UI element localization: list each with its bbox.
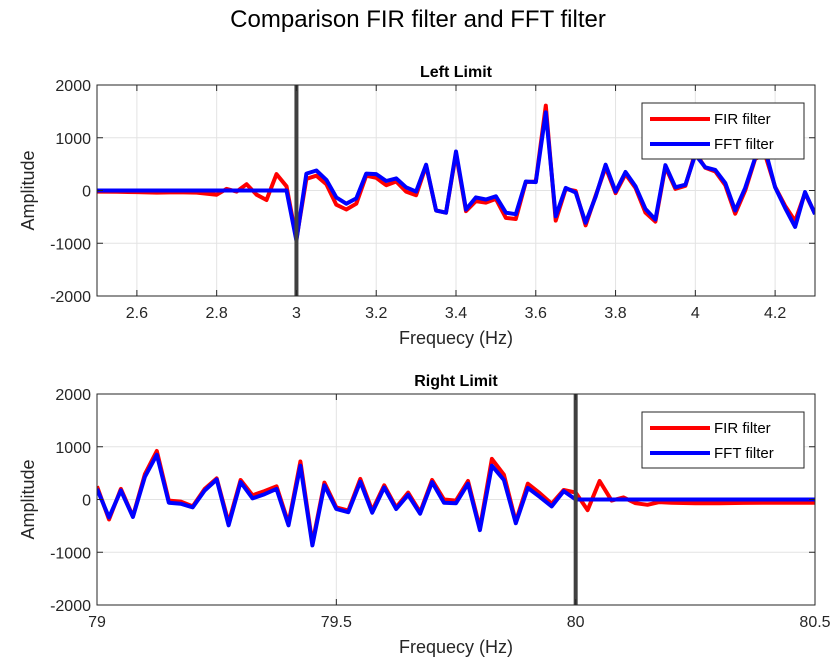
legend-box bbox=[641, 411, 805, 469]
x-tick-label: 79 bbox=[88, 614, 106, 631]
y-tick-label: -1000 bbox=[50, 236, 91, 253]
y-tick-label: -2000 bbox=[50, 598, 91, 615]
y-tick-label: 0 bbox=[82, 184, 91, 201]
fft-filter-line bbox=[97, 110, 815, 243]
x-tick-label: 4 bbox=[691, 305, 700, 322]
fft-filter-line bbox=[97, 452, 815, 548]
figure-title: Comparison FIR filter and FFT filter bbox=[230, 6, 606, 33]
y-tick-label: 2000 bbox=[55, 78, 91, 95]
x-tick-label: 3.6 bbox=[525, 305, 547, 322]
subplot-title: Left Limit bbox=[420, 64, 493, 81]
x-tick-label: 80.5 bbox=[799, 614, 830, 631]
x-tick-label: 2.6 bbox=[126, 305, 148, 322]
x-axis-label: Frequecy (Hz) bbox=[399, 328, 513, 348]
subplot-title: Right Limit bbox=[414, 373, 498, 390]
y-axis-label: Amplitude bbox=[18, 459, 38, 539]
x-tick-label: 3.4 bbox=[445, 305, 467, 322]
subplot-2: 79 79.5 80 80.5 -2000 -1000 0 1000 2000 Right Lim… bbox=[18, 373, 831, 657]
legend-fft-label: FFT filter bbox=[714, 136, 774, 153]
x-tick-label: 3.2 bbox=[365, 305, 387, 322]
x-tick-label: 80 bbox=[567, 614, 585, 631]
legend-fir-label: FIR filter bbox=[714, 420, 771, 437]
subplot-1: 2.6 2.8 3 3.2 3.4 3.6 3.8 4 4.2 -2000 -1000 0 1000 20… bbox=[18, 64, 816, 348]
y-tick-label: -2000 bbox=[50, 289, 91, 306]
y-tick-label: 2000 bbox=[55, 387, 91, 404]
x-tick-label: 79.5 bbox=[321, 614, 352, 631]
y-tick-label: -1000 bbox=[50, 545, 91, 562]
y-axis-label: Amplitude bbox=[18, 150, 38, 230]
legend: FIR filter FFT filter bbox=[641, 102, 805, 160]
x-axis-label: Frequecy (Hz) bbox=[399, 637, 513, 657]
legend-fft-label: FFT filter bbox=[714, 445, 774, 462]
x-tick-label: 2.8 bbox=[206, 305, 228, 322]
y-tick-label: 1000 bbox=[55, 131, 91, 148]
legend: FIR filter FFT filter bbox=[641, 411, 805, 469]
x-tick-label: 3.8 bbox=[604, 305, 626, 322]
x-tick-label: 3 bbox=[292, 305, 301, 322]
y-tick-label: 0 bbox=[82, 493, 91, 510]
y-tick-label: 1000 bbox=[55, 440, 91, 457]
x-tick-label: 4.2 bbox=[764, 305, 786, 322]
legend-fir-label: FIR filter bbox=[714, 111, 771, 128]
legend-box bbox=[641, 102, 805, 160]
